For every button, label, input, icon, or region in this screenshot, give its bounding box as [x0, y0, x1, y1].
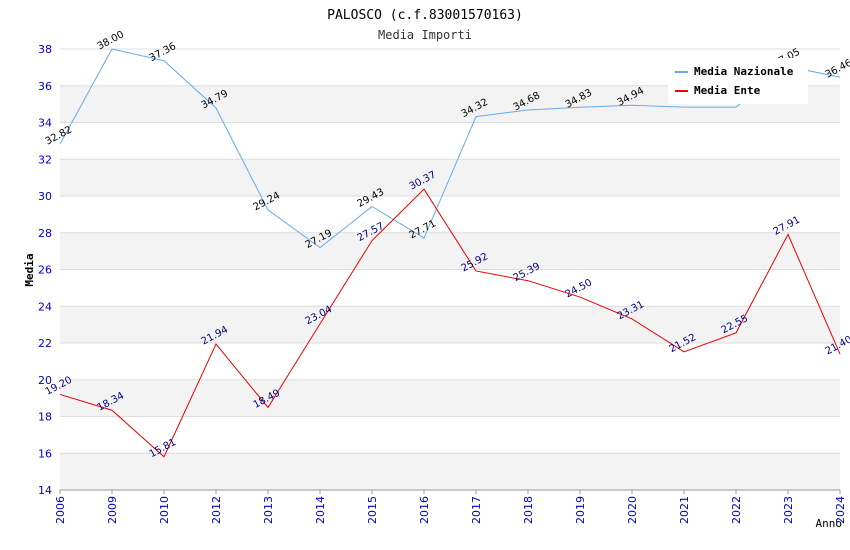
y-tick-label: 20	[38, 374, 52, 387]
y-tick-label: 38	[38, 43, 52, 56]
grid-band	[60, 232, 840, 270]
grid-band	[60, 379, 840, 417]
legend-box	[668, 58, 808, 104]
grid-band	[60, 306, 840, 343]
x-tick-label: 2022	[730, 496, 743, 524]
x-tick-label: 2017	[470, 496, 483, 524]
y-axis-ticks: 14 16 18 20 22 24 26 28 30 32 34 36 38	[38, 43, 52, 497]
x-tick-label: 2020	[626, 496, 639, 524]
x-tick-label: 2015	[366, 496, 379, 524]
y-tick-label: 16	[38, 447, 52, 460]
y-tick-label: 32	[38, 153, 52, 166]
x-tick-label: 2014	[314, 496, 327, 524]
x-tick-label: 2016	[418, 496, 431, 524]
grid-band	[60, 196, 840, 233]
grid-band	[60, 453, 840, 490]
background-bands	[60, 49, 840, 490]
grid-band	[60, 122, 840, 160]
chart-title: PALOSCO (c.f.83001570163)	[327, 8, 523, 23]
x-tick-label: 2023	[782, 496, 795, 524]
x-tick-label: 2010	[158, 496, 171, 524]
grid-band	[60, 343, 840, 380]
x-tick-label: 2024	[834, 496, 847, 524]
legend-label-nazionale: Media Nazionale	[694, 65, 794, 78]
x-tick-label: 2018	[522, 496, 535, 524]
y-tick-label: 34	[38, 117, 52, 130]
x-tick-label: 2006	[54, 496, 67, 524]
series-line-nazionale	[59, 48, 841, 249]
x-tick-label: 2009	[106, 496, 119, 524]
x-tick-label: 2013	[262, 496, 275, 524]
grid-band	[60, 269, 840, 307]
y-tick-label: 28	[38, 227, 52, 240]
x-axis-label: Anno	[816, 517, 843, 530]
y-tick-label: 18	[38, 411, 52, 424]
y-tick-label: 14	[38, 484, 52, 497]
legend-label-ente: Media Ente	[694, 84, 761, 97]
chart-subtitle: Media Importi	[378, 28, 472, 42]
y-axis-label: Media	[23, 253, 36, 286]
y-tick-label: 30	[38, 190, 52, 203]
series-lines	[59, 48, 841, 458]
x-tick-label: 2021	[678, 496, 691, 524]
legend: Media Nazionale Media Ente	[668, 58, 808, 104]
y-tick-label: 36	[38, 80, 52, 93]
x-axis-ticks: 2006 2009 2010 2012 2013 2014 2015 2016 2017 2018…	[54, 490, 847, 524]
series-line-ente	[59, 188, 841, 458]
x-tick-label: 2012	[210, 496, 223, 524]
x-tick-label: 2019	[574, 496, 587, 524]
y-tick-label: 22	[38, 337, 52, 350]
y-tick-label: 24	[38, 300, 52, 313]
grid-band	[60, 416, 840, 454]
y-tick-label: 26	[38, 264, 52, 277]
